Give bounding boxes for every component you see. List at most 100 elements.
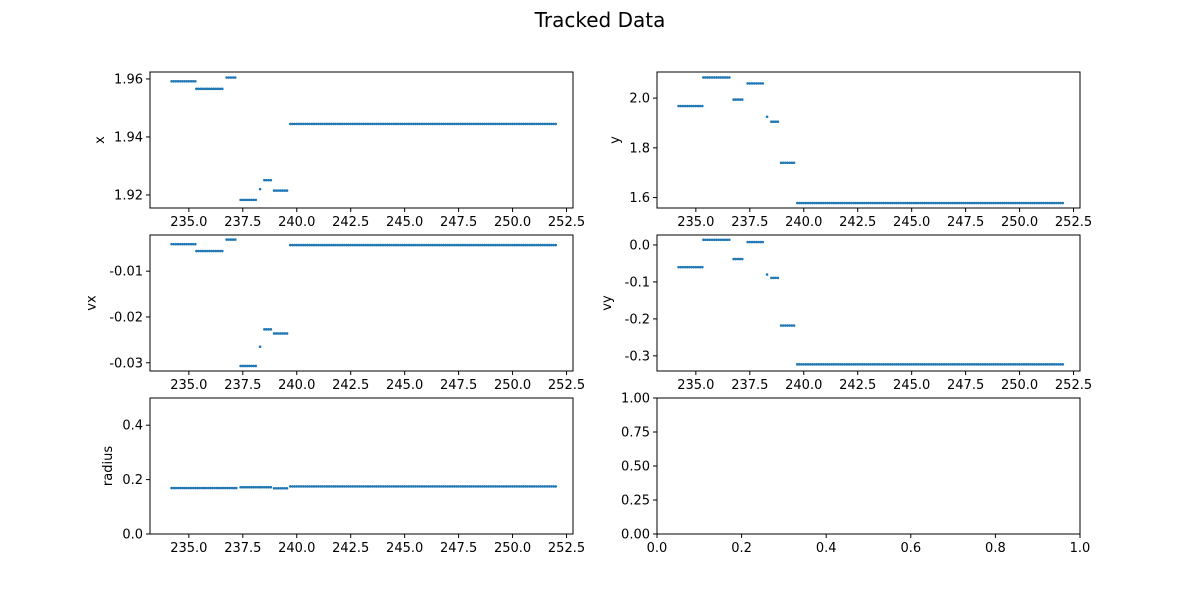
x-tick-label: 242.5 — [839, 378, 876, 393]
data-point — [424, 485, 428, 488]
data-point — [416, 122, 419, 126]
data-point — [457, 243, 460, 247]
data-point — [245, 364, 249, 368]
data-point — [355, 243, 359, 247]
data-point — [474, 243, 478, 247]
data-point — [342, 122, 346, 126]
y-tick-label: 0.0 — [122, 528, 143, 543]
data-point — [416, 243, 419, 247]
data-point — [786, 324, 789, 327]
data-point — [975, 363, 978, 366]
data-point — [759, 240, 762, 244]
data-point — [483, 122, 486, 126]
data-point — [210, 87, 213, 91]
data-point — [867, 363, 870, 366]
data-point — [719, 76, 722, 79]
data-point — [442, 243, 445, 247]
subplot-middle-left: 235.0 237.5 240.0 242.5 245.0 247.5 250.0 252.5… — [85, 234, 585, 393]
axes-frame — [656, 234, 1081, 372]
data-point — [798, 363, 801, 366]
data-point — [301, 243, 305, 247]
data-point — [994, 201, 998, 205]
data-point — [349, 243, 353, 247]
data-point — [366, 485, 370, 488]
data-point — [530, 485, 534, 488]
data-point — [506, 485, 510, 488]
data-point — [340, 485, 344, 488]
data-point — [210, 249, 213, 253]
data-point — [923, 363, 926, 366]
data-point — [440, 243, 443, 247]
data-point — [191, 486, 195, 490]
data-point — [172, 79, 176, 83]
data-point — [788, 161, 792, 165]
data-point — [174, 242, 178, 246]
data-point — [824, 363, 827, 366]
data-point — [319, 122, 322, 126]
data-point — [535, 122, 538, 126]
data-point — [457, 485, 460, 488]
data-point — [836, 363, 840, 366]
data-point — [265, 178, 268, 182]
data-point — [208, 87, 211, 91]
data-point — [336, 122, 340, 126]
data-point — [317, 485, 320, 488]
data-point — [1007, 363, 1011, 366]
data-point — [468, 122, 471, 126]
x-tick-label: 235.0 — [677, 215, 714, 230]
data-point — [906, 363, 909, 366]
data-point — [453, 122, 456, 126]
data-point — [940, 201, 944, 205]
data-point — [181, 242, 184, 246]
data-point — [183, 79, 186, 83]
data-point — [243, 198, 247, 202]
data-point — [985, 201, 989, 205]
data-point — [821, 363, 825, 366]
data-point — [706, 238, 710, 242]
data-point — [212, 87, 215, 91]
data-point — [368, 485, 372, 488]
data-point — [500, 485, 504, 488]
data-point — [461, 485, 465, 488]
data-point — [1016, 363, 1019, 366]
data-point — [459, 243, 463, 247]
x-tick-label: 1.0 — [1070, 541, 1091, 556]
data-series — [677, 238, 1065, 366]
data-point — [738, 257, 742, 261]
data-point — [379, 122, 383, 126]
data-point — [260, 485, 264, 489]
data-point — [433, 122, 437, 126]
y-tick-label: -0.03 — [109, 356, 143, 371]
x-tick-label: 252.5 — [548, 215, 585, 230]
data-point — [297, 243, 301, 247]
data-point — [511, 122, 514, 126]
data-point — [220, 249, 224, 253]
data-point — [306, 243, 309, 247]
data-point — [198, 486, 201, 490]
data-point — [364, 122, 368, 126]
axes-frame — [149, 71, 574, 209]
data-point — [949, 201, 952, 205]
data-point — [772, 276, 775, 280]
data-point — [841, 201, 844, 205]
data-point — [258, 485, 262, 489]
data-point — [839, 201, 842, 205]
data-point — [297, 485, 301, 488]
data-point — [442, 122, 445, 126]
data-point — [537, 243, 540, 247]
data-point — [459, 485, 463, 488]
data-point — [386, 122, 389, 126]
data-point — [379, 485, 383, 488]
data-point — [327, 243, 331, 247]
data-point — [770, 276, 773, 280]
data-point — [1011, 363, 1015, 366]
x-tick-label: 245.0 — [893, 378, 930, 393]
data-point — [1037, 201, 1041, 205]
x-tick-label: 235.0 — [677, 378, 714, 393]
data-point — [977, 363, 980, 366]
data-series — [677, 76, 1065, 205]
data-point — [897, 363, 901, 366]
data-point — [329, 485, 333, 488]
data-series — [170, 238, 558, 368]
data-point — [194, 242, 197, 246]
